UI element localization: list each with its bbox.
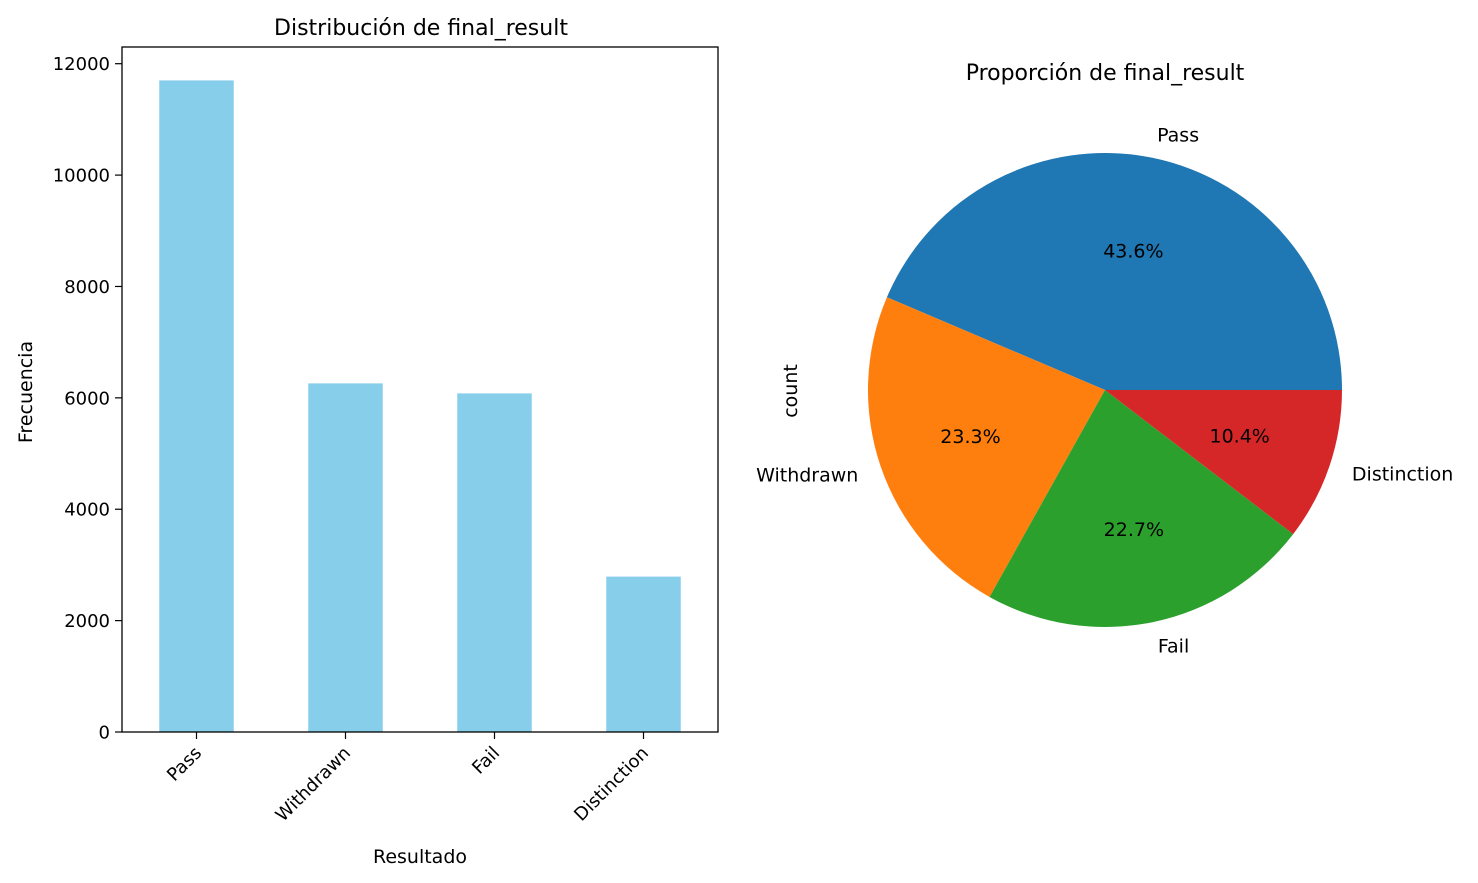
y-tick-label: 6000 [64, 388, 110, 409]
y-tick-label: 0 [99, 723, 110, 744]
y-tick-label: 10000 [53, 166, 110, 187]
x-tick-label: Distinction [570, 743, 653, 826]
x-tick-label: Withdrawn [272, 743, 355, 826]
pie-slice-label: Withdrawn [756, 464, 858, 486]
pie-chart-title: Proporción de final_result [966, 61, 1245, 86]
pie-slice [867, 297, 1105, 597]
bars [159, 80, 681, 733]
y-tick-label: 8000 [64, 277, 110, 298]
pie-chart: Proporción de final_result count Pass 43.… [756, 61, 1453, 657]
x-tick-label: Pass [163, 743, 206, 786]
pie-slice-label: Fail [1158, 635, 1189, 657]
pie-slice [886, 152, 1342, 390]
x-axis-label: Resultado [373, 846, 467, 868]
bar-chart: Distribución de final_result 0 2000 4000 60… [15, 16, 719, 868]
bar-chart-title: Distribución de final_result [274, 16, 568, 41]
pie-slice-label: Pass [1157, 125, 1199, 147]
bar [457, 393, 532, 732]
pie-slice [989, 390, 1294, 627]
pie-labels: Pass 43.6% Withdrawn 23.3% Fail 22.7% Distinct… [756, 125, 1453, 658]
x-axis-ticks: Pass Withdrawn Fail Distinction [163, 732, 653, 826]
y-tick-label: 12000 [53, 54, 110, 75]
y-tick-label: 2000 [64, 611, 110, 632]
pie-slices [867, 152, 1342, 627]
y-tick-label: 4000 [64, 500, 110, 521]
y-axis-ticks: 0 2000 4000 6000 8000 10000 12000 [53, 54, 122, 744]
pie-slice [1105, 390, 1342, 535]
pie-percent-label: 43.6% [1103, 241, 1163, 263]
x-tick-label: Fail [468, 743, 504, 779]
bar [606, 576, 681, 732]
plot-frame [121, 46, 719, 733]
bar [308, 383, 383, 732]
y-axis-label: Frecuencia [15, 341, 37, 443]
pie-slice-label: Distinction [1352, 464, 1453, 486]
pie-percent-label: 10.4% [1209, 426, 1269, 448]
pie-y-axis-label: count [780, 364, 802, 418]
pie-percent-label: 22.7% [1104, 519, 1164, 541]
pie-percent-label: 23.3% [940, 426, 1000, 448]
bar [159, 80, 234, 733]
